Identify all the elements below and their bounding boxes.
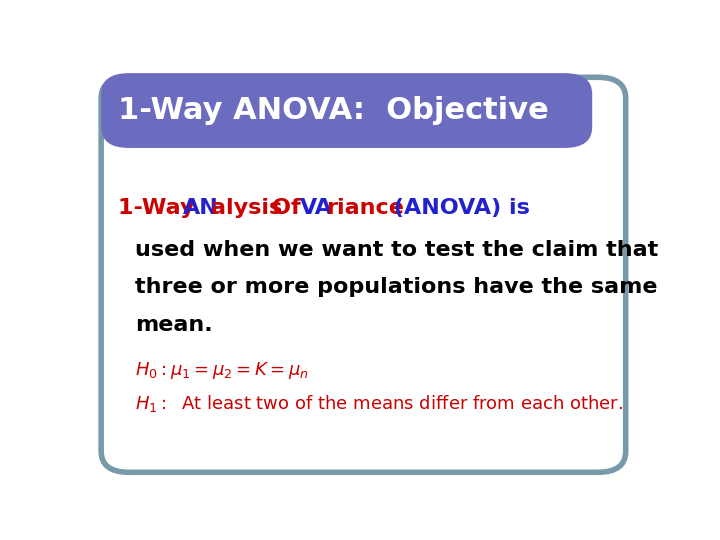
- FancyBboxPatch shape: [101, 77, 626, 472]
- Text: used when we want to test the claim that: used when we want to test the claim that: [135, 240, 658, 260]
- Text: VA: VA: [300, 198, 333, 218]
- Text: riance: riance: [326, 198, 404, 218]
- Text: three or more populations have the same: three or more populations have the same: [135, 277, 657, 297]
- Text: AN: AN: [183, 198, 219, 218]
- Text: 1-Way ANOVA:  Objective: 1-Way ANOVA: Objective: [118, 96, 549, 125]
- Text: mean.: mean.: [135, 315, 212, 335]
- Text: Of: Of: [272, 198, 308, 218]
- Text: (ANOVA) is: (ANOVA) is: [386, 198, 530, 218]
- Text: 1-Way: 1-Way: [118, 198, 202, 218]
- FancyBboxPatch shape: [101, 73, 593, 148]
- Text: $H_0 : \mu_1 = \mu_2 = K = \mu_n$: $H_0 : \mu_1 = \mu_2 = K = \mu_n$: [135, 360, 308, 381]
- Text: alysis: alysis: [211, 198, 290, 218]
- Text: $H_1 :$  At least two of the means differ from each other.: $H_1 :$ At least two of the means differ…: [135, 393, 623, 414]
